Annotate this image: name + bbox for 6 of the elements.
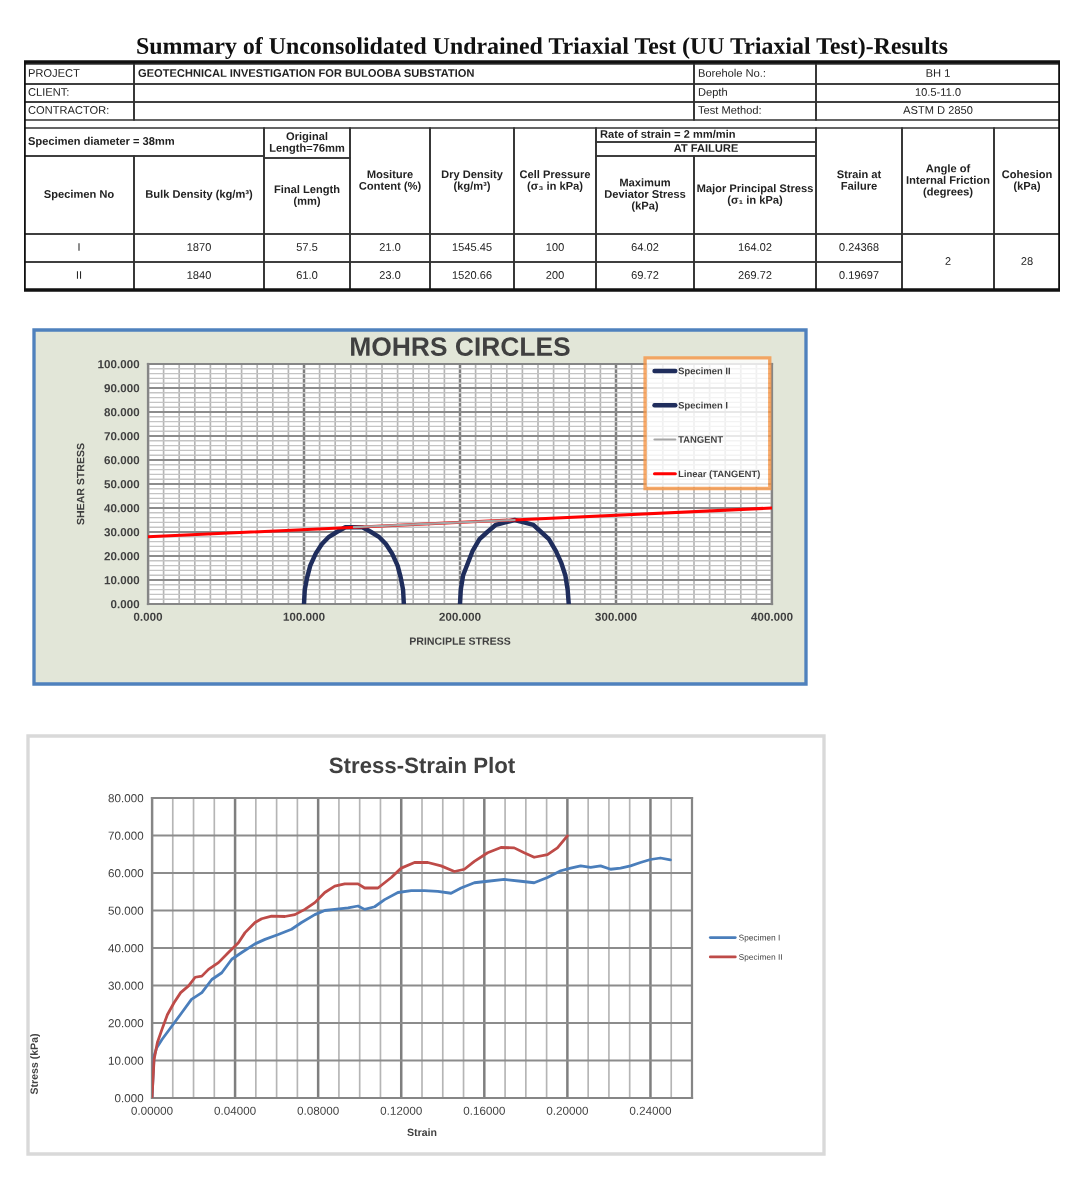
chart-title: MOHRS CIRCLES <box>351 337 570 356</box>
chart-title: Stress-Strain Plot <box>329 756 515 774</box>
text: Summary of Unconsolidated Undrained Triaxial Test (UU Triaxial Test)-Results <box>137 37 948 59</box>
line-series <box>152 834 569 1098</box>
line-series <box>301 524 407 604</box>
line-series <box>457 517 571 604</box>
